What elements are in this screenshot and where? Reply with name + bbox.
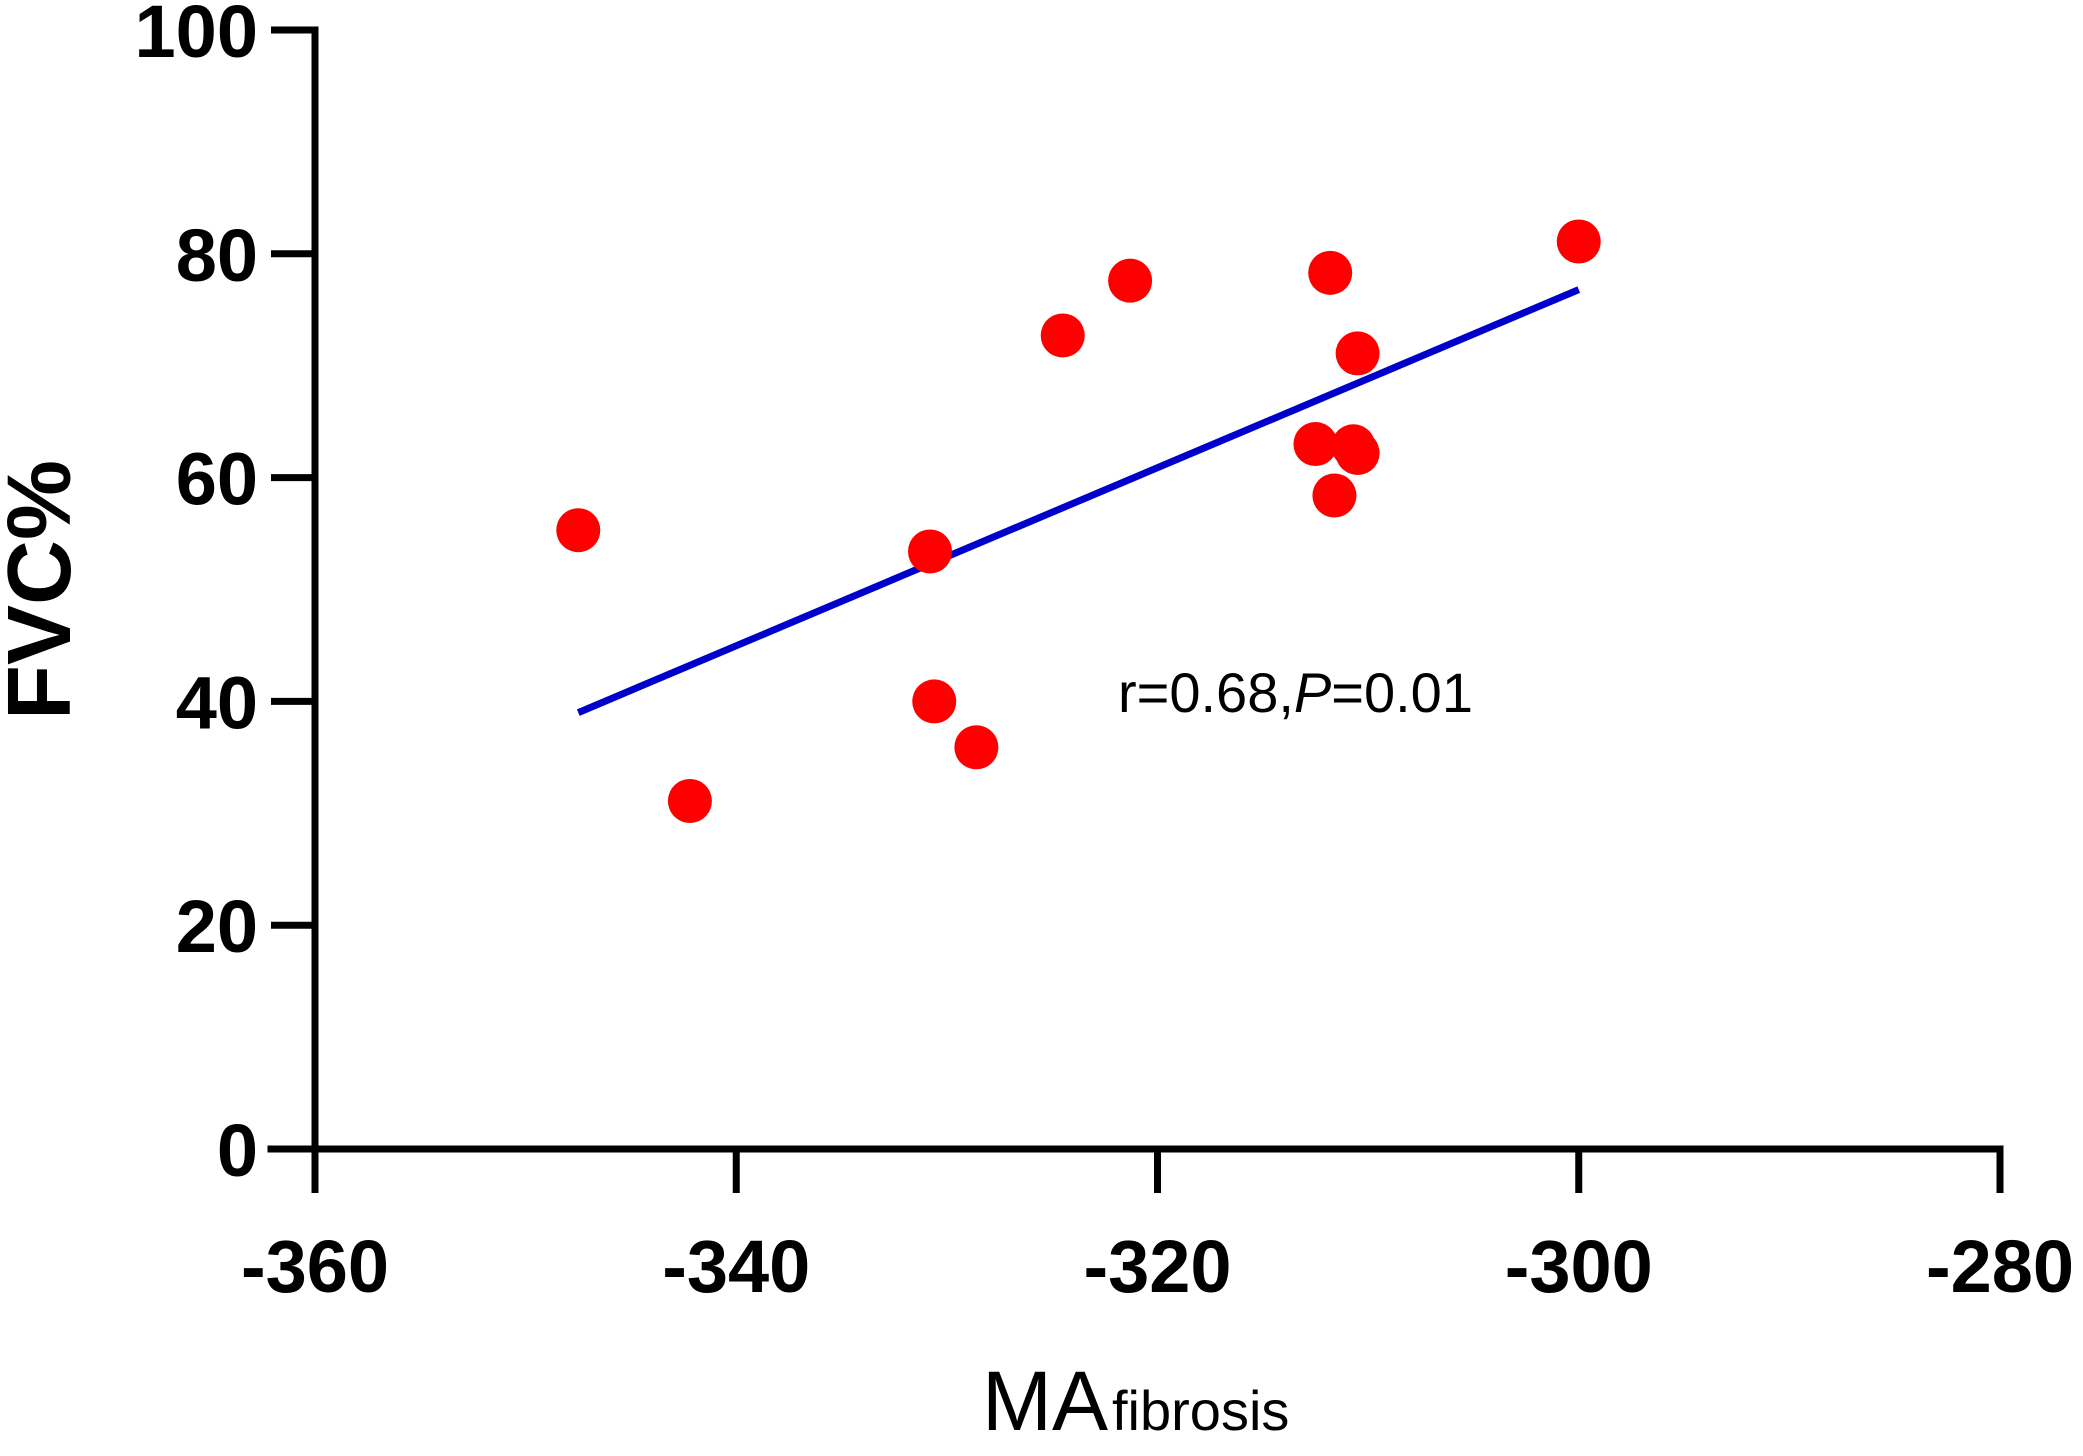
x-axis-label: MAfibrosis <box>982 1354 1289 1448</box>
x-tick-label: -360 <box>241 1225 389 1308</box>
data-point <box>1040 313 1085 358</box>
data-point <box>912 679 957 724</box>
x-axis-label-main: MA <box>982 1354 1108 1448</box>
data-point <box>954 725 999 770</box>
r-value-text: r=0.68, <box>1118 661 1294 724</box>
data-point <box>908 529 953 574</box>
data-point <box>1293 422 1338 467</box>
p-value-text: =0.01 <box>1331 661 1473 724</box>
p-symbol: P <box>1294 661 1331 724</box>
y-tick-label: 40 <box>176 661 258 744</box>
y-tick-label: 100 <box>135 0 258 73</box>
data-point <box>1312 473 1357 518</box>
x-tick-label: -340 <box>662 1225 810 1308</box>
x-axis-label-subscript: fibrosis <box>1112 1379 1289 1442</box>
x-tick-label: -280 <box>1926 1225 2074 1308</box>
data-point <box>1556 219 1601 264</box>
axes <box>267 26 2004 1153</box>
data-point <box>667 778 712 823</box>
y-tick-label: 20 <box>176 885 258 968</box>
regression-line <box>576 286 1581 716</box>
data-point <box>556 508 601 553</box>
y-tick-label: 60 <box>176 438 258 521</box>
x-tick-label: -300 <box>1505 1225 1653 1308</box>
data-points <box>556 219 1601 823</box>
x-ticks: -360 -340 -320 -300 -280 <box>241 1149 2074 1308</box>
correlation-annotation: r=0.68,P=0.01 <box>1118 661 1473 724</box>
x-tick-label: -320 <box>1083 1225 1231 1308</box>
y-axis-label: FVC% <box>0 460 90 720</box>
data-point <box>1335 331 1380 376</box>
data-point <box>1335 430 1380 475</box>
data-point <box>1308 250 1353 295</box>
data-point <box>1108 258 1153 303</box>
y-ticks: 0 20 40 60 80 100 <box>135 0 315 1192</box>
y-tick-label: 0 <box>217 1109 258 1192</box>
y-tick-label: 80 <box>176 214 258 297</box>
